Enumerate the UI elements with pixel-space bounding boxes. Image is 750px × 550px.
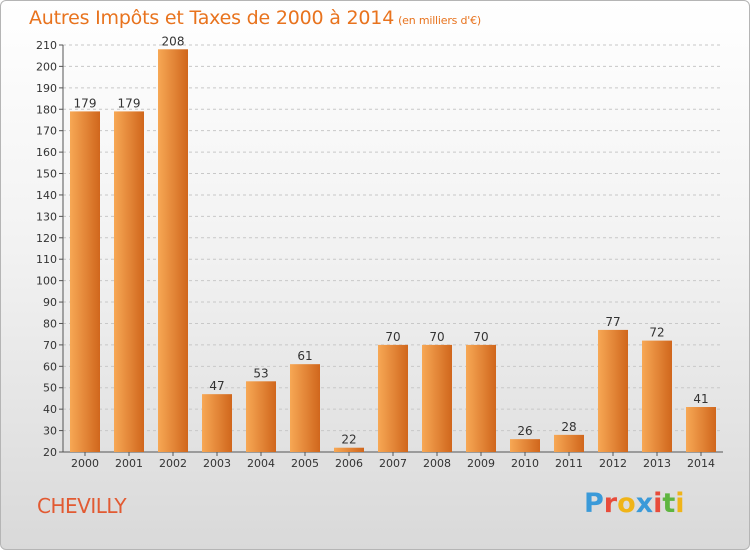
bar xyxy=(510,439,540,452)
x-tick-label: 2005 xyxy=(291,457,319,470)
bar xyxy=(202,394,232,452)
y-tick-label: 120 xyxy=(36,232,57,245)
bar xyxy=(422,344,452,452)
bar xyxy=(466,344,496,452)
bar xyxy=(554,434,584,452)
y-tick-label: 70 xyxy=(43,339,57,352)
x-tick-label: 2009 xyxy=(467,457,495,470)
x-tick-label: 2002 xyxy=(159,457,187,470)
data-label: 26 xyxy=(517,424,532,438)
bar xyxy=(686,407,716,452)
x-tick-label: 2001 xyxy=(115,457,143,470)
data-label: 47 xyxy=(209,379,224,393)
bar xyxy=(158,49,188,452)
x-tick-label: 2004 xyxy=(247,457,275,470)
data-label: 70 xyxy=(429,330,444,344)
proxiti-logo[interactable]: Proxiti xyxy=(584,488,685,519)
data-label: 70 xyxy=(385,330,400,344)
y-tick-label: 160 xyxy=(36,146,57,159)
y-tick-label: 170 xyxy=(36,125,57,138)
x-tick-label: 2007 xyxy=(379,457,407,470)
title-text: Autres Impôts et Taxes de 2000 à 2014 xyxy=(29,7,395,29)
y-tick-label: 40 xyxy=(43,403,57,416)
data-label: 41 xyxy=(693,392,708,406)
data-label: 179 xyxy=(74,96,97,110)
y-tick-label: 60 xyxy=(43,360,57,373)
x-tick-label: 2012 xyxy=(599,457,627,470)
bar xyxy=(290,364,320,452)
y-tick-label: 100 xyxy=(36,275,57,288)
y-tick-label: 30 xyxy=(43,425,57,438)
y-tick-label: 50 xyxy=(43,382,57,395)
y-tick-label: 140 xyxy=(36,189,57,202)
x-tick-label: 2010 xyxy=(511,457,539,470)
x-tick-label: 2014 xyxy=(687,457,715,470)
bar xyxy=(334,447,364,452)
data-label: 77 xyxy=(605,315,620,329)
data-label: 22 xyxy=(341,433,356,447)
bar xyxy=(378,344,408,452)
data-label: 53 xyxy=(253,366,268,380)
logo-letter: r xyxy=(603,488,618,519)
y-tick-label: 180 xyxy=(36,103,57,116)
logo-letter: t xyxy=(662,488,676,519)
logo-letter: i xyxy=(675,488,685,519)
x-tick-label: 2000 xyxy=(71,457,99,470)
y-tick-label: 20 xyxy=(43,446,57,459)
commune-name: CHEVILLY xyxy=(37,494,127,518)
data-label: 208 xyxy=(162,34,185,48)
data-label: 179 xyxy=(118,96,141,110)
y-tick-label: 80 xyxy=(43,317,57,330)
data-label: 72 xyxy=(649,326,664,340)
bar xyxy=(246,381,276,452)
chart-subtitle: (en milliers d'€) xyxy=(398,14,481,27)
logo-letter: P xyxy=(584,488,604,519)
x-tick-label: 2011 xyxy=(555,457,583,470)
x-tick-label: 2008 xyxy=(423,457,451,470)
y-tick-label: 90 xyxy=(43,296,57,309)
y-tick-label: 150 xyxy=(36,168,57,181)
y-tick-label: 200 xyxy=(36,60,57,73)
data-label: 70 xyxy=(473,330,488,344)
y-tick-label: 190 xyxy=(36,82,57,95)
y-tick-label: 210 xyxy=(36,39,57,52)
x-tick-label: 2006 xyxy=(335,457,363,470)
x-tick-label: 2013 xyxy=(643,457,671,470)
y-tick-label: 110 xyxy=(36,253,57,266)
logo-letter: x xyxy=(635,488,654,519)
y-tick-label: 130 xyxy=(36,210,57,223)
bar xyxy=(70,111,100,452)
logo-letter: i xyxy=(653,488,663,519)
bar xyxy=(114,111,144,452)
logo-letter: o xyxy=(617,488,636,519)
chart-title: Autres Impôts et Taxes de 2000 à 2014 (en… xyxy=(29,7,481,29)
bar xyxy=(598,329,628,452)
data-label: 61 xyxy=(297,349,312,363)
data-label: 28 xyxy=(561,420,576,434)
x-tick-label: 2003 xyxy=(203,457,231,470)
bar xyxy=(642,340,672,452)
